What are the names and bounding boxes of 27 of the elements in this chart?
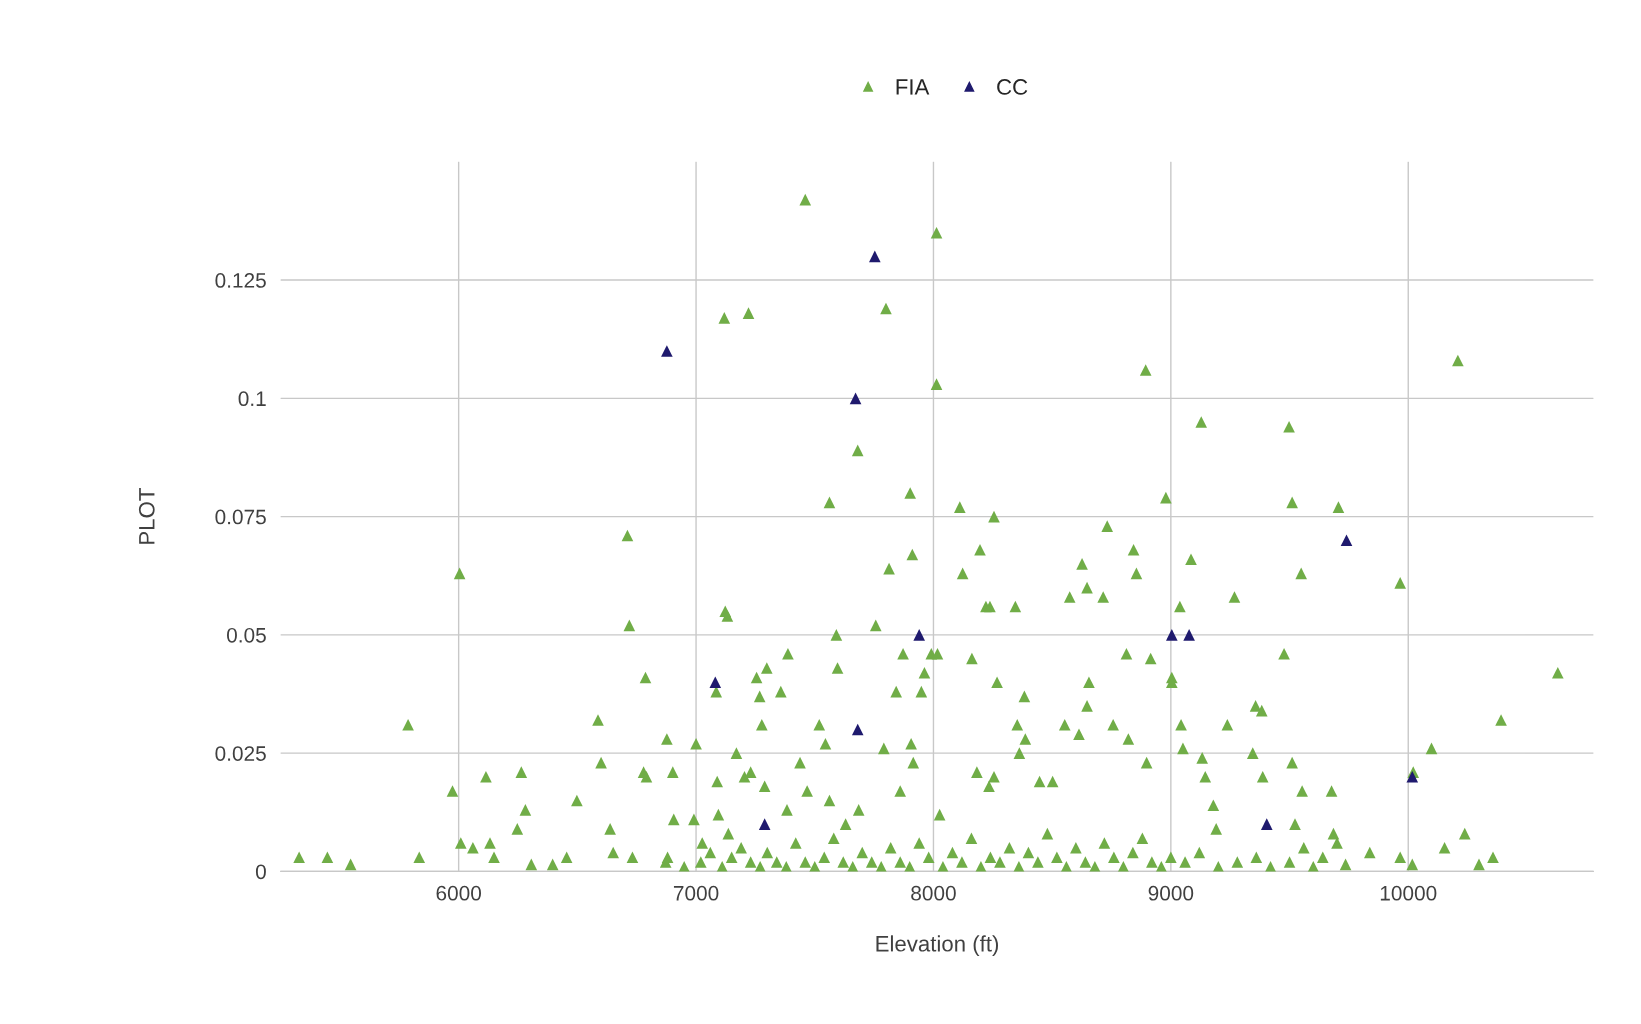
point bbox=[849, 392, 862, 405]
point bbox=[1406, 771, 1419, 783]
point bbox=[1260, 818, 1273, 830]
y-tick-label: 0.05 bbox=[226, 627, 266, 643]
point bbox=[913, 629, 926, 641]
x-tick-label: 8000 bbox=[911, 885, 956, 901]
x-tick-label: 10000 bbox=[1380, 885, 1437, 901]
legend-label: CC bbox=[997, 79, 1028, 95]
x-axis-title: Elevation (ft) bbox=[876, 935, 998, 956]
point bbox=[661, 345, 673, 357]
x-tick-label: 7000 bbox=[673, 885, 719, 901]
y-tick-label: 0.125 bbox=[215, 273, 266, 288]
y-axis-title: PLOT bbox=[138, 488, 155, 544]
x-tick-label: 9000 bbox=[1148, 885, 1194, 901]
point bbox=[1183, 629, 1195, 641]
y-tick-label: 0 bbox=[255, 864, 266, 880]
y-tick-label: 0.1 bbox=[238, 391, 266, 407]
legend-label: FIA bbox=[896, 79, 930, 95]
y-tick-label: 0.025 bbox=[215, 746, 266, 761]
x-tick-label: 6000 bbox=[436, 885, 482, 901]
point bbox=[851, 723, 864, 736]
point bbox=[1165, 629, 1178, 641]
y-tick-label: 0.075 bbox=[215, 509, 266, 525]
point bbox=[869, 250, 881, 263]
point bbox=[758, 818, 771, 830]
point bbox=[1340, 534, 1353, 547]
point bbox=[709, 676, 722, 688]
